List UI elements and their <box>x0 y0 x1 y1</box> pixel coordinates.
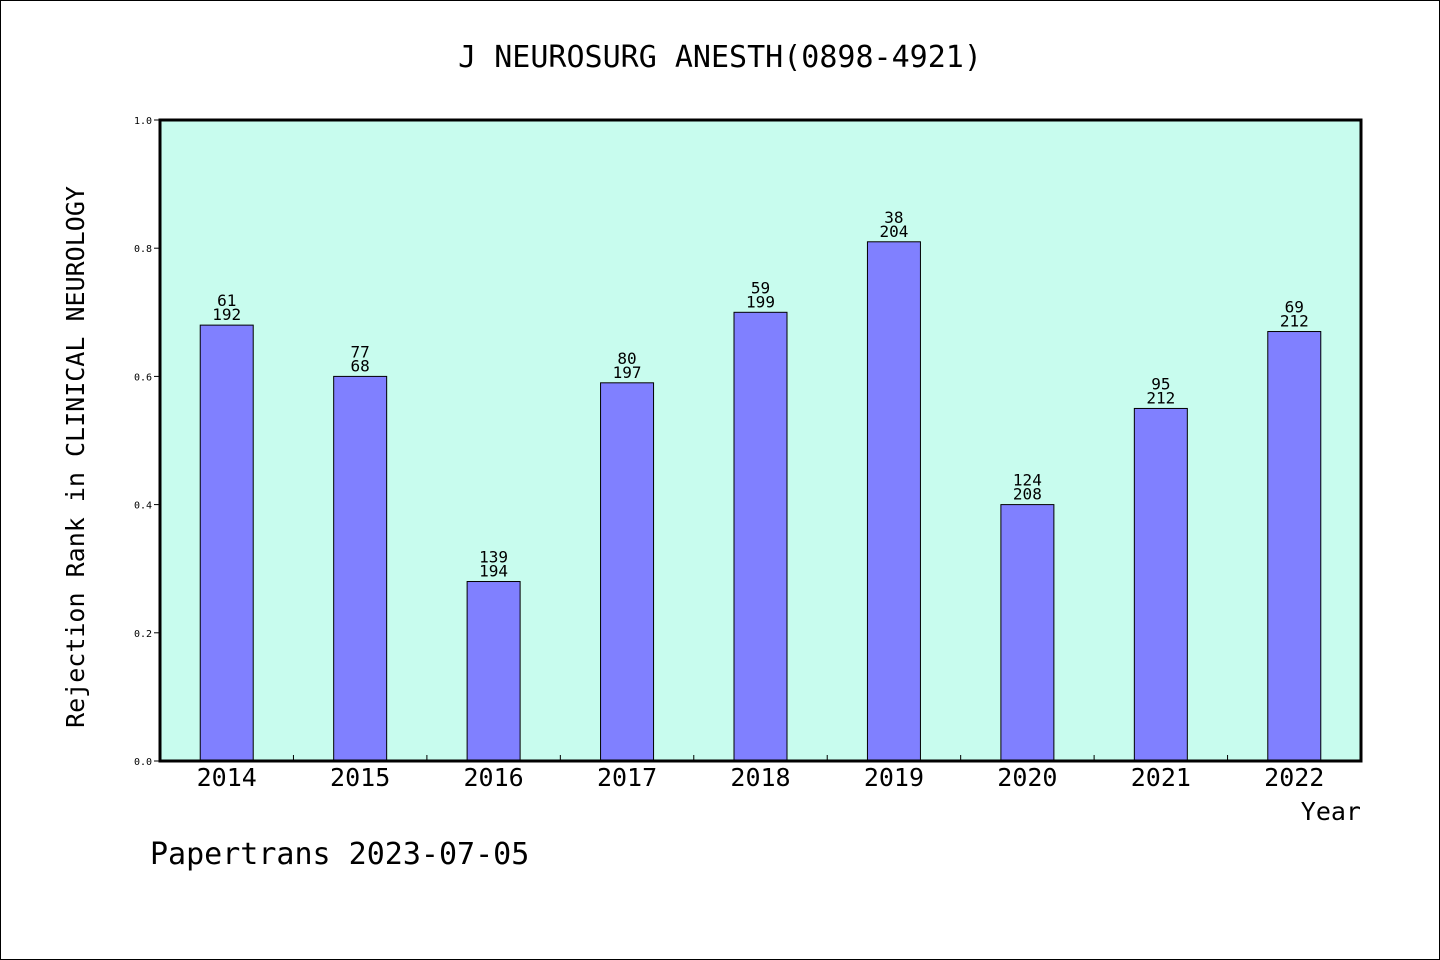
y-tick-label: 0.6 <box>134 372 152 383</box>
bar <box>1133 407 1188 762</box>
bar <box>333 375 388 762</box>
bar-label-top: 61 <box>217 291 236 310</box>
y-tick-label: 0.8 <box>134 244 152 255</box>
y-tick-label: 0.2 <box>134 629 152 640</box>
x-tick-label: 2021 <box>1131 763 1191 792</box>
bar-label-bottom: 197 <box>613 363 642 382</box>
bar-label-bottom: 194 <box>479 562 508 581</box>
y-axis-label: Rejection Rank in CLINICAL NEUROLOGY <box>61 186 90 728</box>
bar <box>1267 331 1322 762</box>
bar-label-bottom: 212 <box>1280 312 1309 331</box>
bar-labels: 6119277681391948019759199382041242089521… <box>212 208 1308 581</box>
y-tick-label: 0.0 <box>134 757 152 768</box>
x-tick-label: 2018 <box>730 763 790 792</box>
x-tick-label: 2020 <box>997 763 1057 792</box>
bar-series <box>199 241 1322 762</box>
y-tick-label: 1.0 <box>134 116 152 127</box>
x-tick-label: 2016 <box>464 763 524 792</box>
bar-label-bottom: 199 <box>746 292 775 311</box>
bar <box>1000 504 1055 762</box>
bar-label-top: 69 <box>1285 298 1304 317</box>
bar <box>866 241 921 762</box>
y-tick-labels: 0.0 0.2 0.4 0.6 0.8 1.0 <box>134 116 152 768</box>
plot-border <box>158 118 1363 763</box>
bar <box>600 382 655 762</box>
watermark-text: Papertrans 2023-07-05 <box>150 837 529 872</box>
x-tick-label: 2017 <box>597 763 657 792</box>
bar-label-bottom: 208 <box>1013 485 1042 504</box>
chart-title: J NEUROSURG ANESTH(0898-4921) <box>458 40 982 75</box>
bar-label-bottom: 192 <box>212 305 241 324</box>
bar <box>199 324 254 762</box>
bar-label-top: 38 <box>884 208 903 227</box>
bar-label-top: 77 <box>351 342 370 361</box>
bar-label-bottom: 204 <box>879 222 908 241</box>
bar-label-top: 59 <box>751 278 770 297</box>
bar-label-top: 139 <box>479 548 508 567</box>
bar-label-top: 95 <box>1151 374 1170 393</box>
x-axis-label: Year <box>1301 797 1361 826</box>
x-tick-label: 2015 <box>330 763 390 792</box>
bar <box>733 311 788 762</box>
x-tick-labels: 2014 2015 2016 2017 2018 2019 2020 2021 2022 <box>197 763 1325 792</box>
x-tick-label: 2019 <box>864 763 924 792</box>
bar-label-top: 124 <box>1013 471 1042 490</box>
bar-label-bottom: 68 <box>351 356 370 375</box>
x-tick-label: 2022 <box>1264 763 1324 792</box>
y-tick-label: 0.4 <box>134 501 152 512</box>
bar-label-top: 80 <box>617 349 636 368</box>
x-tick-label: 2014 <box>197 763 257 792</box>
bar-label-bottom: 212 <box>1146 388 1175 407</box>
bar <box>466 581 521 762</box>
